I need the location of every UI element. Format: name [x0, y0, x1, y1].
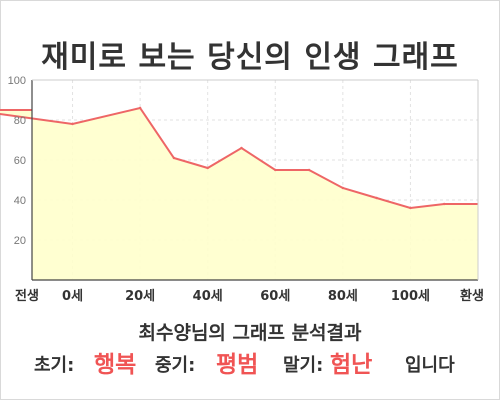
x-tick-label: 100세 [391, 289, 430, 304]
x-tick-label: 전생 [15, 288, 39, 304]
life-line [0, 106, 478, 210]
middle-value: 평범 [216, 352, 259, 378]
y-tick-label: 40 [14, 195, 26, 207]
analysis-summary: 초기: 행복 중기: 평범 말기: 험난 입니다 [0, 345, 500, 381]
data-point [307, 168, 311, 172]
x-tick-label: 60세 [260, 289, 290, 304]
x-tick-label: 환생 [460, 288, 484, 304]
y-tick-label: 80 [14, 115, 26, 127]
x-tick-label: 20세 [125, 289, 155, 304]
data-point [274, 168, 277, 172]
ending-text: 입니다 [405, 355, 455, 376]
data-point [206, 166, 209, 170]
data-point [375, 196, 378, 200]
x-tick-label: 40세 [193, 289, 223, 304]
analysis-heading: 최수양님의 그래프 분석결과 [138, 322, 362, 344]
data-point [71, 122, 74, 126]
middle-label: 중기: [155, 355, 196, 376]
early-value: 행복 [94, 352, 137, 378]
life-area-fill [0, 108, 478, 280]
data-point [443, 202, 446, 206]
y-tick-labels: 20 40 60 80 100 [8, 75, 26, 247]
y-tick-label: 100 [8, 75, 26, 87]
data-point [138, 106, 142, 110]
y-tick-label: 60 [14, 155, 26, 167]
x-tick-labels: 전생 0세 20세 40세 60세 80세 100세 환생 [15, 288, 484, 304]
y-tick-label: 20 [14, 235, 26, 247]
data-point [240, 146, 243, 150]
x-tick-label: 0세 [62, 289, 83, 304]
late-label: 말기: [283, 355, 324, 376]
page-title: 재미로 보는 당신의 인생 그래프 [41, 40, 459, 75]
axes [31, 79, 479, 281]
late-value: 험난 [330, 352, 373, 378]
early-label: 초기: [34, 355, 75, 376]
data-point [172, 156, 176, 160]
data-points [71, 106, 446, 210]
data-point [409, 206, 412, 210]
x-tick-label: 80세 [328, 289, 358, 304]
data-point [341, 186, 345, 190]
